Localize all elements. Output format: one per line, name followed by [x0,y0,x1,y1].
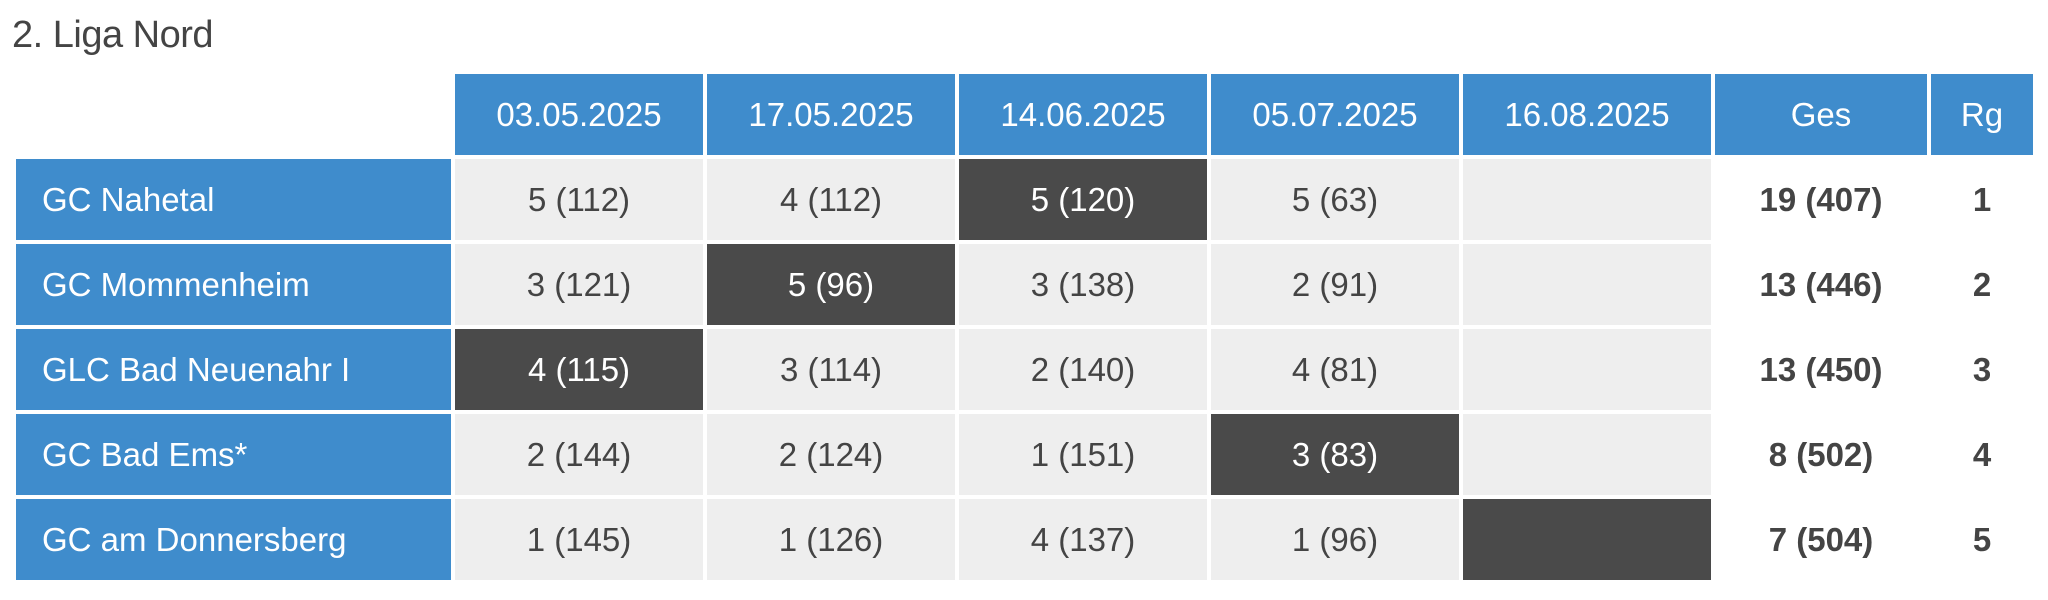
date-header: 16.08.2025 [1463,74,1711,155]
corner-cell [16,74,451,155]
result-cell: 1 (151) [959,414,1207,495]
result-cell: 3 (114) [707,329,955,410]
rank-header: Rg [1931,74,2033,155]
team-row: GC Nahetal 5 (112) 4 (112) 5 (120) 5 (63) 19 … [16,159,2033,240]
result-cell: 5 (63) [1211,159,1459,240]
result-cell: 1 (145) [455,499,703,580]
team-name: GLC Bad Neuenahr I [16,329,451,410]
date-header: 14.06.2025 [959,74,1207,155]
rank-cell: 1 [1931,159,2033,240]
result-cell: 3 (121) [455,244,703,325]
rank-cell: 5 [1931,499,2033,580]
result-cell: 1 (96) [1211,499,1459,580]
result-cell: 3 (138) [959,244,1207,325]
result-cell [1463,414,1711,495]
date-header: 03.05.2025 [455,74,703,155]
result-cell: 4 (137) [959,499,1207,580]
result-cell: 4 (81) [1211,329,1459,410]
team-name: GC am Donnersberg [16,499,451,580]
total-header: Ges [1715,74,1927,155]
standings-table: 03.05.2025 17.05.2025 14.06.2025 05.07.2025… [12,70,2037,584]
result-cell [1463,159,1711,240]
result-cell: 2 (124) [707,414,955,495]
result-cell: 5 (96) [707,244,955,325]
result-cell: 2 (140) [959,329,1207,410]
total-cell: 13 (446) [1715,244,1927,325]
result-cell: 5 (120) [959,159,1207,240]
team-row: GC am Donnersberg 1 (145) 1 (126) 4 (137) 1 … [16,499,2033,580]
rank-cell: 4 [1931,414,2033,495]
page-title: 2. Liga Nord [12,14,214,56]
total-cell: 7 (504) [1715,499,1927,580]
result-cell: 2 (91) [1211,244,1459,325]
rank-cell: 2 [1931,244,2033,325]
result-cell [1463,329,1711,410]
table-body: GC Nahetal 5 (112) 4 (112) 5 (120) 5 (63) 19 … [16,159,2033,580]
result-cell: 2 (144) [455,414,703,495]
team-name: GC Bad Ems* [16,414,451,495]
team-name: GC Nahetal [16,159,451,240]
total-cell: 19 (407) [1715,159,1927,240]
team-row: GC Bad Ems* 2 (144) 2 (124) 1 (151) 3 (83) 8 … [16,414,2033,495]
result-cell: 4 (112) [707,159,955,240]
date-header: 17.05.2025 [707,74,955,155]
header-row: 03.05.2025 17.05.2025 14.06.2025 05.07.2025… [16,74,2033,155]
result-cell: 1 (126) [707,499,955,580]
result-cell: 4 (115) [455,329,703,410]
date-header: 05.07.2025 [1211,74,1459,155]
total-cell: 8 (502) [1715,414,1927,495]
result-cell [1463,244,1711,325]
result-cell: 3 (83) [1211,414,1459,495]
result-cell [1463,499,1711,580]
total-cell: 13 (450) [1715,329,1927,410]
rank-cell: 3 [1931,329,2033,410]
result-cell: 5 (112) [455,159,703,240]
team-name: GC Mommenheim [16,244,451,325]
team-row: GC Mommenheim 3 (121) 5 (96) 3 (138) 2 (91) 1… [16,244,2033,325]
